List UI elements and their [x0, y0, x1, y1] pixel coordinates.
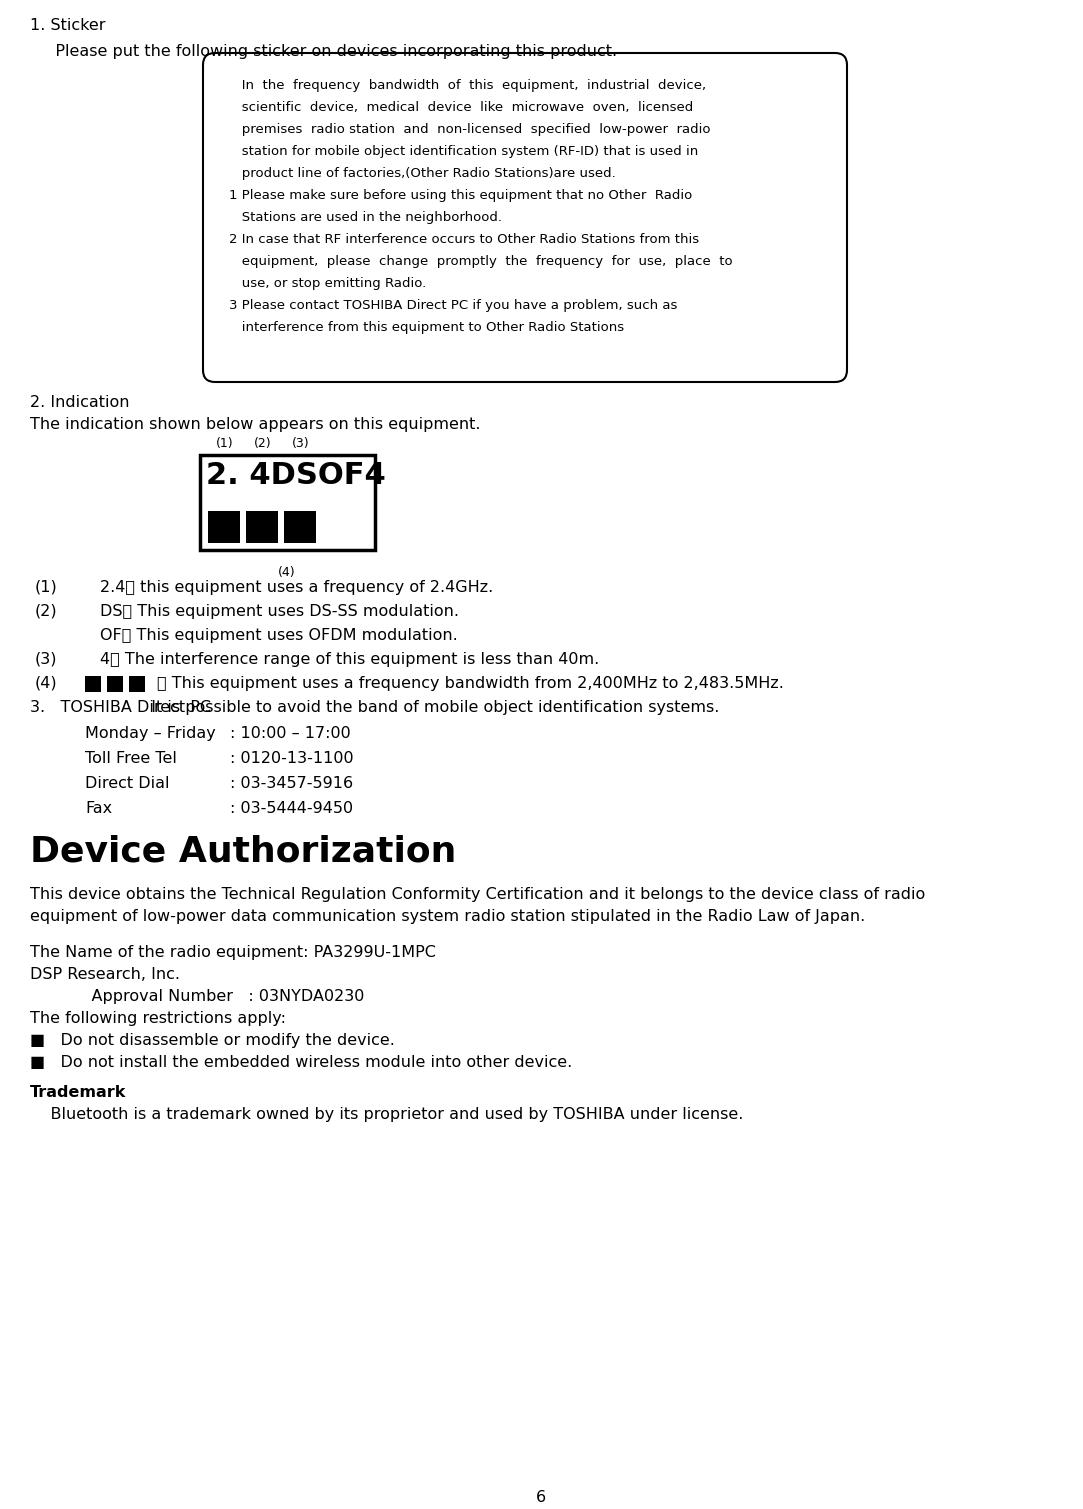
Text: : 03-5444-9450: : 03-5444-9450 — [230, 801, 353, 816]
Text: Approval Number   : 03NYDA0230: Approval Number : 03NYDA0230 — [30, 988, 364, 1003]
Text: DS： This equipment uses DS-SS modulation.: DS： This equipment uses DS-SS modulation… — [100, 604, 459, 619]
Bar — [107, 676, 123, 693]
Text: premises  radio station  and  non-licensed  specified  low-power  radio: premises radio station and non-licensed … — [229, 124, 710, 136]
Text: Stations are used in the neighborhood.: Stations are used in the neighborhood. — [229, 211, 503, 223]
Bar — [200, 456, 375, 549]
Text: The Name of the radio equipment: PA3299U-1MPC: The Name of the radio equipment: PA3299U… — [30, 945, 435, 960]
Text: (2): (2) — [35, 604, 57, 619]
Text: equipment,  please  change  promptly  the  frequency  for  use,  place  to: equipment, please change promptly the fr… — [229, 255, 732, 269]
Text: ■   Do not install the embedded wireless module into other device.: ■ Do not install the embedded wireless m… — [30, 1055, 572, 1070]
Text: (3): (3) — [35, 652, 57, 667]
Text: 3.   TOSHIBA Direct PC: 3. TOSHIBA Direct PC — [30, 700, 211, 715]
Text: : 03-3457-5916: : 03-3457-5916 — [230, 776, 353, 791]
Text: 1 Please make sure before using this equipment that no Other  Radio: 1 Please make sure before using this equ… — [229, 189, 692, 202]
Text: use, or stop emitting Radio.: use, or stop emitting Radio. — [229, 278, 427, 290]
Text: 1. Sticker: 1. Sticker — [30, 18, 105, 33]
Text: (1): (1) — [35, 579, 57, 595]
Text: 2.4： this equipment uses a frequency of 2.4GHz.: 2.4： this equipment uses a frequency of … — [100, 579, 493, 595]
Text: Monday – Friday: Monday – Friday — [84, 726, 216, 741]
Text: : 10:00 – 17:00: : 10:00 – 17:00 — [230, 726, 351, 741]
Text: : 0120-13-1100: : 0120-13-1100 — [230, 751, 354, 767]
Text: The following restrictions apply:: The following restrictions apply: — [30, 1011, 286, 1026]
Text: 6: 6 — [536, 1489, 546, 1504]
Text: 2. Indication: 2. Indication — [30, 395, 130, 410]
Text: (3): (3) — [292, 438, 310, 450]
Text: Toll Free Tel: Toll Free Tel — [84, 751, 177, 767]
FancyBboxPatch shape — [203, 53, 847, 382]
Bar — [208, 512, 240, 543]
Text: Bluetooth is a trademark owned by its proprietor and used by TOSHIBA under licen: Bluetooth is a trademark owned by its pr… — [30, 1108, 743, 1123]
Text: Trademark: Trademark — [30, 1085, 127, 1100]
Text: 4： The interference range of this equipment is less than 40m.: 4： The interference range of this equipm… — [100, 652, 599, 667]
Text: Direct Dial: Direct Dial — [84, 776, 170, 791]
Bar — [84, 676, 101, 693]
Text: It is possible to avoid the band of mobile object identification systems.: It is possible to avoid the band of mobi… — [100, 700, 719, 715]
Text: product line of factories,(Other Radio Stations)are used.: product line of factories,(Other Radio S… — [229, 167, 616, 180]
Text: In  the  frequency  bandwidth  of  this  equipment,  industrial  device,: In the frequency bandwidth of this equip… — [229, 78, 706, 92]
Bar — [284, 512, 316, 543]
Text: The indication shown below appears on this equipment.: The indication shown below appears on th… — [30, 416, 481, 432]
Text: Please put the following sticker on devices incorporating this product.: Please put the following sticker on devi… — [40, 44, 617, 59]
Text: 2 In case that RF interference occurs to Other Radio Stations from this: 2 In case that RF interference occurs to… — [229, 232, 700, 246]
Text: 2. 4DSOF4: 2. 4DSOF4 — [206, 462, 386, 490]
Text: (4): (4) — [277, 566, 296, 579]
Text: (1): (1) — [216, 438, 234, 450]
Text: This device obtains the Technical Regulation Conformity Certification and it bel: This device obtains the Technical Regula… — [30, 887, 925, 902]
Text: Fax: Fax — [84, 801, 113, 816]
Bar — [246, 512, 278, 543]
Text: 3 Please contact TOSHIBA Direct PC if you have a problem, such as: 3 Please contact TOSHIBA Direct PC if yo… — [229, 299, 677, 312]
Text: equipment of low-power data communication system radio station stipulated in the: equipment of low-power data communicatio… — [30, 908, 865, 924]
Text: (2): (2) — [255, 438, 272, 450]
Text: ： This equipment uses a frequency bandwidth from 2,400MHz to 2,483.5MHz.: ： This equipment uses a frequency bandwi… — [157, 676, 784, 691]
Text: (4): (4) — [35, 676, 57, 691]
Text: DSP Research, Inc.: DSP Research, Inc. — [30, 967, 180, 982]
Text: OF： This equipment uses OFDM modulation.: OF： This equipment uses OFDM modulation. — [100, 628, 458, 643]
Text: Device Authorization: Device Authorization — [30, 834, 456, 869]
Text: interference from this equipment to Other Radio Stations: interference from this equipment to Othe… — [229, 321, 624, 333]
Text: scientific  device,  medical  device  like  microwave  oven,  licensed: scientific device, medical device like m… — [229, 101, 693, 115]
Bar — [129, 676, 145, 693]
Text: station for mobile object identification system (RF-ID) that is used in: station for mobile object identification… — [229, 145, 699, 158]
Text: ■   Do not disassemble or modify the device.: ■ Do not disassemble or modify the devic… — [30, 1034, 395, 1047]
